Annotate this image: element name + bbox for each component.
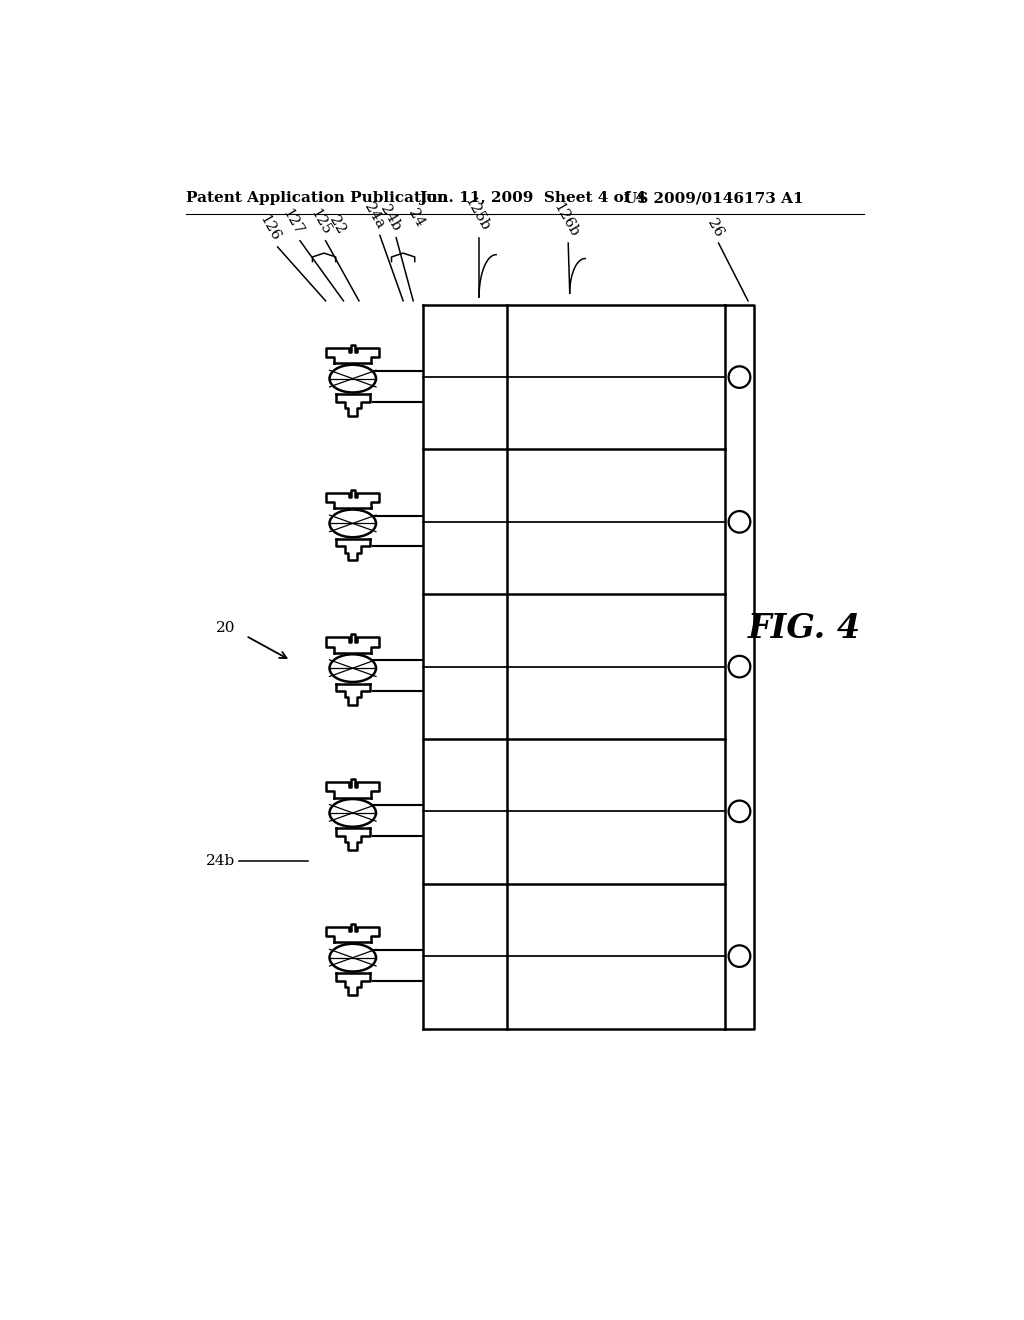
Text: Jun. 11, 2009  Sheet 4 of 4: Jun. 11, 2009 Sheet 4 of 4 [419, 191, 646, 206]
Text: US 2009/0146173 A1: US 2009/0146173 A1 [624, 191, 804, 206]
Text: FIG. 4: FIG. 4 [748, 611, 861, 644]
Text: 24b: 24b [206, 854, 234, 867]
Text: 24a: 24a [361, 201, 387, 231]
Text: 125b: 125b [462, 195, 492, 234]
Text: 125: 125 [307, 206, 333, 238]
Text: 22: 22 [327, 214, 348, 238]
Text: 24b: 24b [377, 203, 403, 234]
Text: 20: 20 [215, 622, 234, 635]
Text: Patent Application Publication: Patent Application Publication [186, 191, 449, 206]
Text: 127: 127 [280, 206, 305, 238]
Text: 126b: 126b [551, 201, 582, 239]
Text: 126: 126 [257, 213, 283, 243]
Text: 24: 24 [406, 206, 427, 230]
Text: 26: 26 [705, 216, 726, 239]
